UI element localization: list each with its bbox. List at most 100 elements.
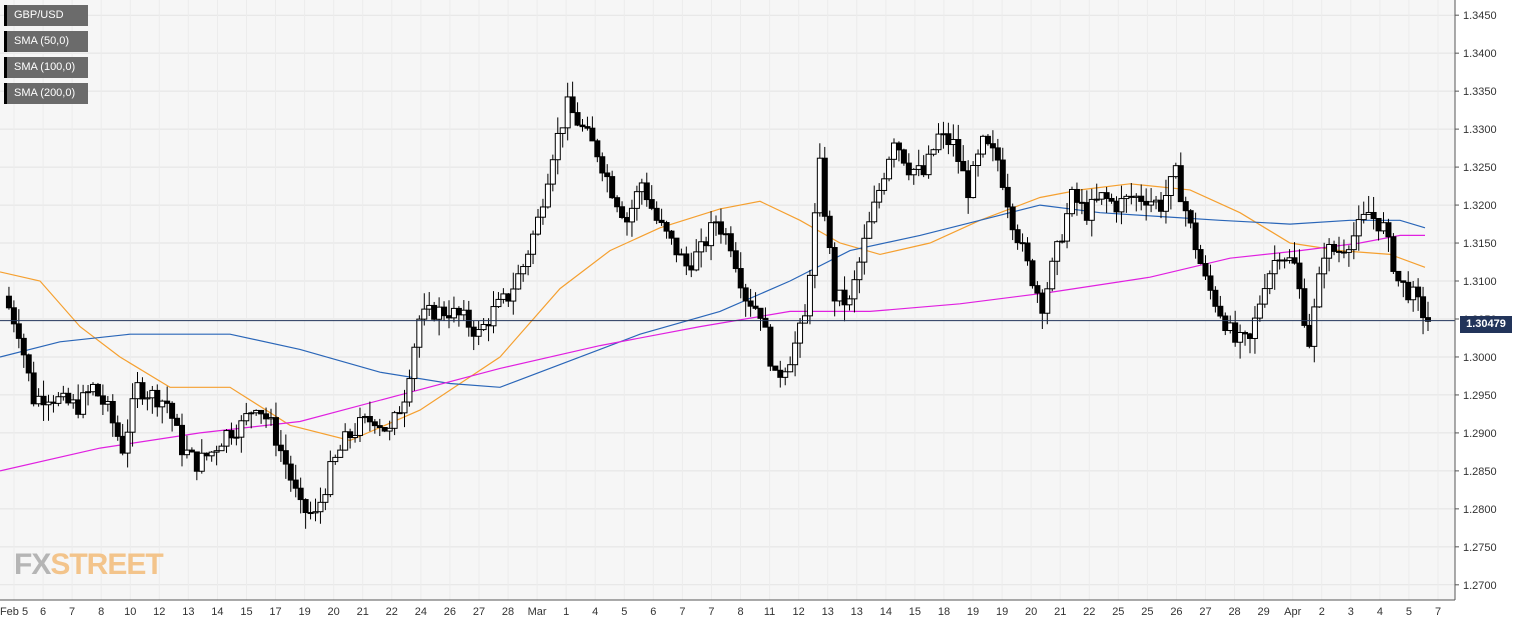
candle-bear (164, 400, 171, 404)
candle-bull (1276, 259, 1283, 262)
candle-bear (1242, 331, 1249, 335)
sma-50-line (0, 183, 1426, 442)
candle-bear (777, 369, 784, 378)
candle-bull (337, 449, 344, 458)
candle-bull (797, 322, 804, 344)
candle-bull (851, 279, 858, 300)
candle-bear (258, 409, 265, 415)
candle-bull (1256, 303, 1263, 319)
x-tick-label: 17 (269, 606, 281, 618)
candle-bear (727, 233, 734, 252)
x-tick-label: 10 (124, 606, 136, 618)
candle-bear (658, 219, 665, 224)
candle-bull (361, 416, 368, 419)
candle-bull (70, 399, 77, 404)
candle-bear (139, 382, 146, 400)
candle-bull (1069, 188, 1075, 215)
candle-bear (1182, 201, 1189, 212)
candle-bull (520, 266, 527, 275)
candle-bull (806, 274, 813, 317)
candle-bull (816, 157, 823, 214)
candle-bull (1271, 260, 1278, 275)
candle-bull (544, 183, 551, 208)
candle-bull (352, 434, 359, 439)
candle-bear (673, 237, 680, 256)
candle-bull (268, 417, 274, 420)
candle-bear (169, 402, 176, 419)
candle-bear (465, 309, 472, 328)
candle-bear (762, 317, 769, 328)
candle-bull (1326, 243, 1333, 259)
candle-bull (253, 409, 260, 414)
candle-bull (134, 382, 141, 400)
candle-bear (1143, 200, 1150, 206)
y-tick-label: 1.2800 (1463, 504, 1497, 516)
candle-bull (223, 430, 230, 447)
y-tick-label: 1.2900 (1463, 428, 1497, 440)
candle-bear (297, 487, 304, 501)
candle-bull (554, 132, 561, 161)
candle-bear (1202, 263, 1209, 277)
candle-bear (574, 112, 581, 126)
candle-bull (1153, 199, 1160, 203)
x-tick-label: 19 (967, 606, 979, 618)
candle-bear (1400, 280, 1407, 283)
candle-bear (920, 165, 927, 176)
y-tick-label: 1.3150 (1463, 238, 1497, 250)
candle-bear (1331, 243, 1338, 252)
candle-bear (643, 182, 650, 201)
logo-fx: FX (14, 548, 51, 581)
candle-bear (282, 450, 289, 465)
current-price-tag: 1.30479 (1460, 316, 1512, 333)
logo-street: STREET (50, 548, 163, 581)
candle-bull (104, 400, 111, 405)
candle-bull (510, 288, 517, 302)
candle-bear (1306, 324, 1313, 347)
candle-bear (841, 289, 848, 306)
candle-bear (895, 142, 902, 151)
candle-bear (599, 156, 606, 174)
y-tick-label: 1.3000 (1463, 352, 1497, 364)
candle-bear (1073, 188, 1080, 203)
y-tick-label: 1.3100 (1463, 276, 1497, 288)
candle-bear (174, 417, 181, 426)
candle-bear (292, 479, 299, 489)
candle-bear (1187, 210, 1194, 224)
y-tick-label: 1.2850 (1463, 466, 1497, 478)
candle-bull (1123, 195, 1130, 200)
candle-bull (515, 273, 522, 290)
candle-bear (366, 416, 373, 423)
candle-bull (475, 329, 482, 337)
candle-bear (1039, 292, 1046, 314)
candle-bear (1232, 322, 1239, 343)
x-tick-label: 22 (386, 606, 398, 618)
x-tick-label: 27 (473, 606, 485, 618)
candle-bull (1227, 322, 1234, 332)
candle-bear (945, 133, 952, 146)
candle-bear (1177, 165, 1184, 203)
candle-bear (396, 412, 403, 415)
candle-bull (55, 396, 62, 404)
candle-bull (90, 383, 96, 393)
candle-bear (1128, 195, 1135, 198)
candle-bear (188, 449, 195, 453)
x-tick-label: 6 (650, 606, 656, 618)
candle-bear (119, 435, 126, 454)
candle-bear (1138, 195, 1145, 202)
candle-bear (5, 295, 12, 309)
candle-bear (1291, 257, 1298, 264)
candle-bear (1415, 286, 1422, 298)
x-tick-label: 7 (708, 606, 714, 618)
x-tick-label: 22 (1083, 606, 1095, 618)
candle-bear (1247, 333, 1253, 339)
candle-bear (831, 247, 838, 302)
candle-bull (866, 221, 873, 239)
candle-bear (589, 127, 596, 142)
candle-bear (579, 124, 586, 128)
candle-bear (302, 499, 309, 514)
candle-bear (65, 392, 72, 404)
candle-bear (1281, 259, 1288, 262)
candle-bear (277, 444, 284, 452)
legend: GBP/USD SMA (50,0) SMA (100,0) SMA (200,… (4, 5, 88, 109)
